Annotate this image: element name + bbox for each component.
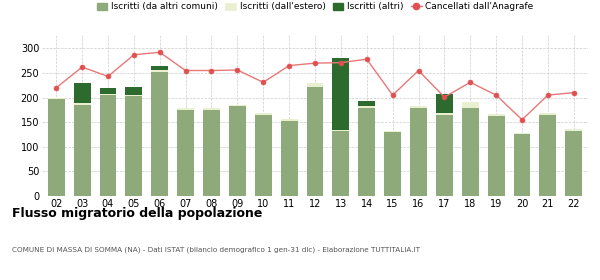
Bar <box>488 114 505 116</box>
Bar <box>488 116 505 196</box>
Bar <box>177 108 194 110</box>
Bar <box>307 83 323 87</box>
Bar <box>100 88 116 94</box>
Bar <box>514 133 530 134</box>
Bar <box>255 113 272 115</box>
Bar <box>203 108 220 110</box>
Bar <box>74 103 91 105</box>
Text: COMUNE DI MASSA DI SOMMA (NA) - Dati ISTAT (bilancio demografico 1 gen-31 dic) -: COMUNE DI MASSA DI SOMMA (NA) - Dati IST… <box>12 246 420 253</box>
Bar <box>436 94 453 113</box>
Bar <box>358 101 375 106</box>
Bar <box>177 110 194 196</box>
Bar <box>384 130 401 132</box>
Bar <box>151 72 168 196</box>
Bar <box>462 108 479 196</box>
Bar <box>74 105 91 196</box>
Bar <box>436 113 453 115</box>
Bar <box>539 113 556 115</box>
Bar <box>332 131 349 196</box>
Bar <box>410 106 427 108</box>
Bar <box>125 96 142 196</box>
Bar <box>539 115 556 196</box>
Bar <box>358 106 375 108</box>
Bar <box>307 87 323 196</box>
Bar <box>48 97 65 99</box>
Bar <box>358 108 375 196</box>
Bar <box>74 83 91 103</box>
Bar <box>514 134 530 196</box>
Bar <box>281 121 298 196</box>
Bar <box>203 110 220 196</box>
Bar <box>255 115 272 196</box>
Bar <box>436 115 453 196</box>
Bar <box>125 87 142 95</box>
Bar <box>48 99 65 196</box>
Bar <box>332 58 349 130</box>
Bar <box>565 129 582 130</box>
Bar <box>384 132 401 196</box>
Legend: Iscritti (da altri comuni), Iscritti (dall'estero), Iscritti (altri), Cancellati: Iscritti (da altri comuni), Iscritti (da… <box>97 3 533 11</box>
Bar <box>151 66 168 69</box>
Bar <box>151 69 168 72</box>
Bar <box>125 95 142 96</box>
Text: Flusso migratorio della popolazione: Flusso migratorio della popolazione <box>12 207 262 220</box>
Bar <box>100 94 116 95</box>
Bar <box>332 130 349 131</box>
Bar <box>462 102 479 108</box>
Bar <box>229 106 246 196</box>
Bar <box>410 108 427 196</box>
Bar <box>100 95 116 196</box>
Bar <box>281 119 298 121</box>
Bar <box>565 130 582 196</box>
